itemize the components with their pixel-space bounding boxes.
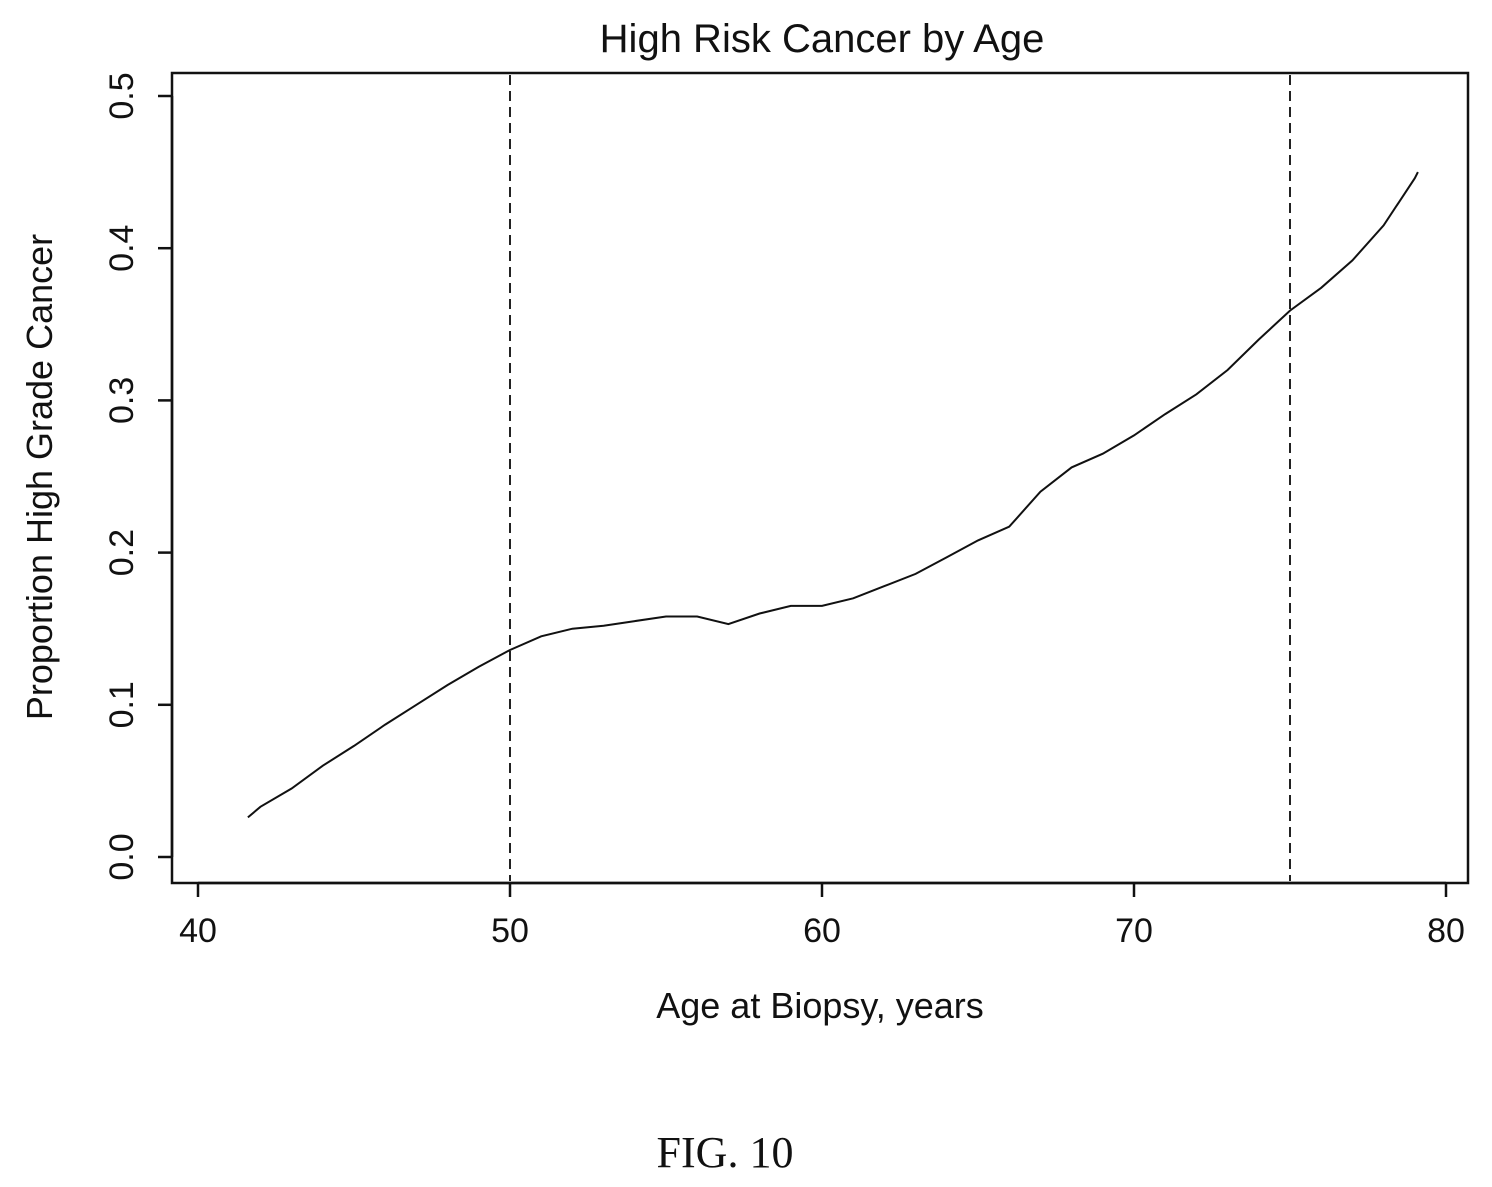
reference-lines <box>509 75 1291 881</box>
x-tick-label: 50 <box>491 912 529 950</box>
y-axis-label: Proportion High Grade Cancer <box>19 234 60 720</box>
series-line <box>247 171 1419 819</box>
x-tick-label: 60 <box>803 912 841 950</box>
x-axis-label: Age at Biopsy, years <box>656 985 984 1026</box>
y-tick-label: 0.3 <box>103 377 141 424</box>
x-axis: 40 50 60 70 80 <box>179 881 1465 950</box>
y-axis: 0.0 0.1 0.2 0.3 0.4 0.5 <box>103 72 174 881</box>
plot-frame <box>170 71 1470 885</box>
figure-caption: FIG. 10 <box>657 1128 794 1177</box>
y-tick-label: 0.0 <box>103 833 141 880</box>
x-tick-label: 40 <box>179 912 217 950</box>
x-tick-label: 80 <box>1427 912 1465 950</box>
y-tick-label: 0.4 <box>103 225 141 272</box>
x-tick-label: 70 <box>1115 912 1153 950</box>
y-tick-label: 0.5 <box>103 72 141 119</box>
chart-title: High Risk Cancer by Age <box>600 17 1045 61</box>
y-tick-label: 0.1 <box>103 681 141 728</box>
y-tick-label: 0.2 <box>103 529 141 576</box>
